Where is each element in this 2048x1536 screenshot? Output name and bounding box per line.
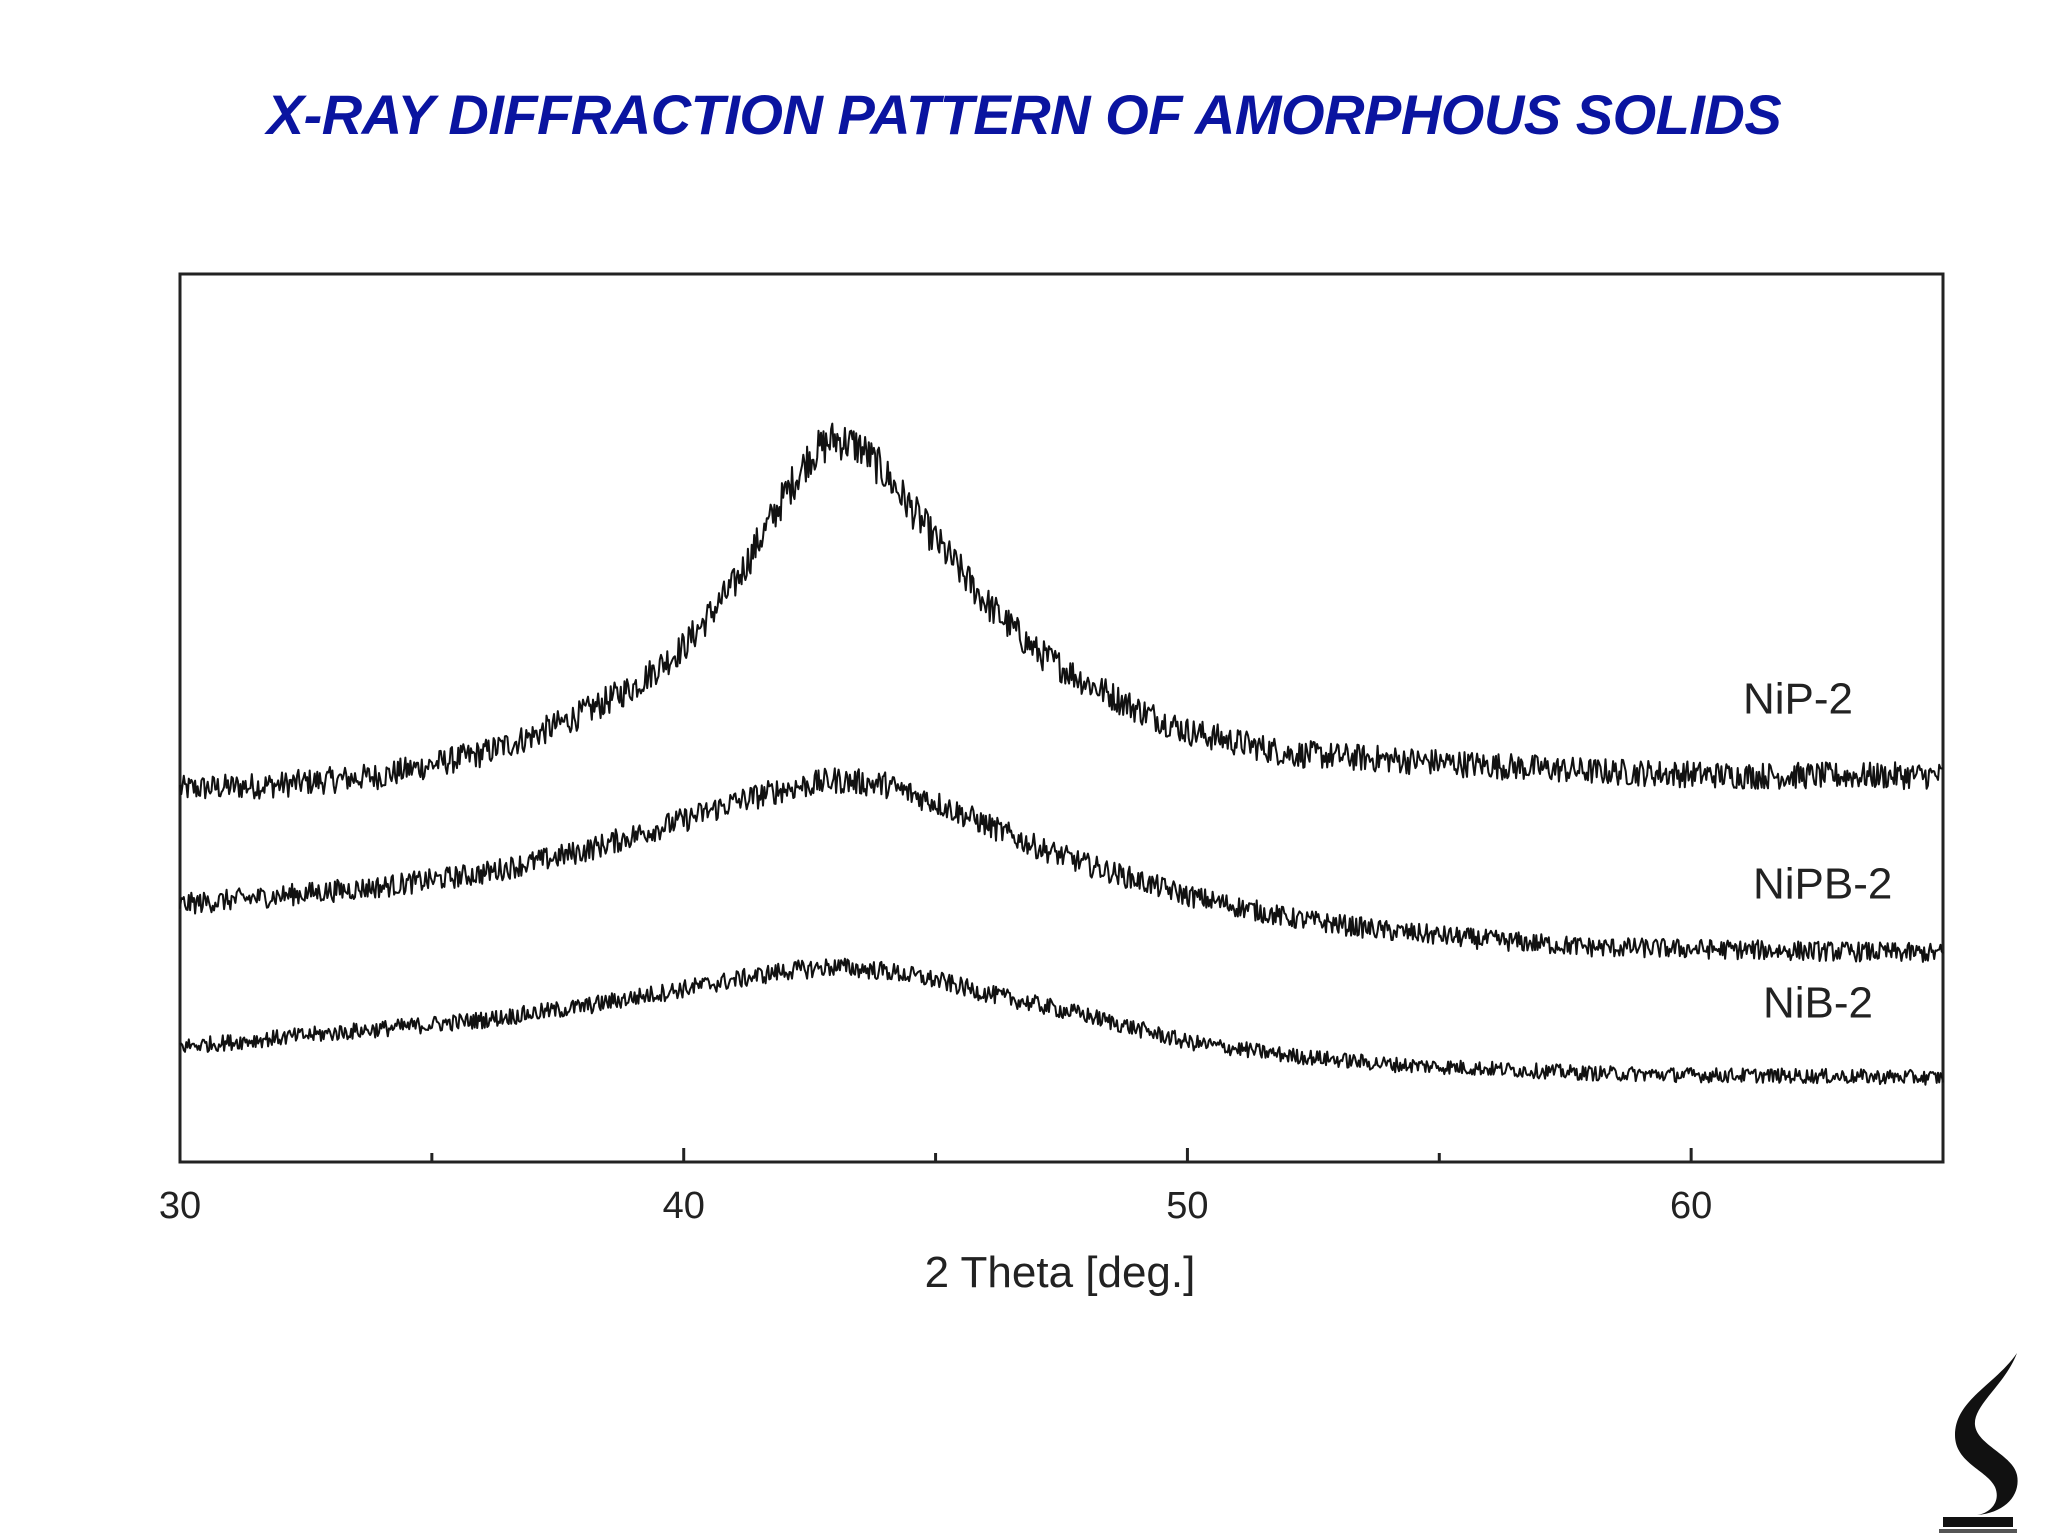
series-label-nip-2: NiP-2: [1743, 675, 1853, 724]
x-tick-label: 40: [663, 1185, 705, 1227]
series-label-nipb-2: NiPB-2: [1753, 859, 1892, 908]
slide-title: X-RAY DIFFRACTION PATTERN OF AMORPHOUS S…: [266, 83, 1782, 146]
x-tick-label: 50: [1166, 1185, 1208, 1227]
logo-swoosh: [1955, 1353, 2018, 1515]
series-group: [179, 422, 1944, 1086]
logo-wordmark: [1943, 1517, 2013, 1527]
logo-tagline: [1939, 1529, 2017, 1533]
x-tick-label: 60: [1670, 1185, 1712, 1227]
plot-frame: [178, 272, 1945, 1164]
plot-border: [178, 272, 1945, 1164]
techef-logo: [1939, 1353, 2018, 1533]
series-labels: NiP-2 NiPB-2 NiB-2: [1743, 675, 1892, 1028]
series-label-nib-2: NiB-2: [1763, 979, 1873, 1028]
series-line-nip-2: [179, 422, 1944, 800]
x-axis-label: 2 Theta [deg.]: [925, 1248, 1196, 1297]
x-axis-ticks: 30 40 50 60: [159, 1148, 1945, 1227]
x-tick-label: 30: [159, 1185, 201, 1227]
series-line-nipb-2: [179, 767, 1944, 963]
series-line-nib-2: [179, 957, 1944, 1086]
